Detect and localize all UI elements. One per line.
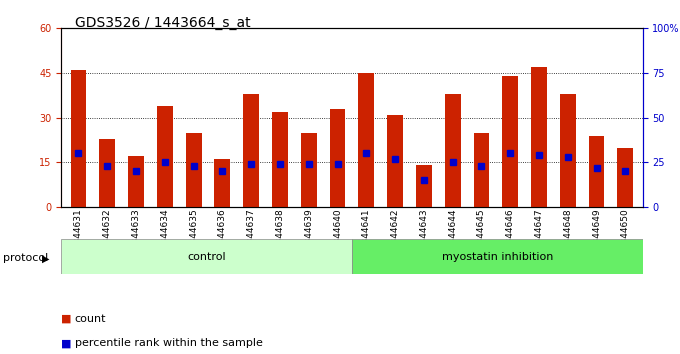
- Bar: [99, 138, 115, 207]
- Bar: [71, 70, 86, 207]
- Text: GDS3526 / 1443664_s_at: GDS3526 / 1443664_s_at: [75, 16, 250, 30]
- Bar: [617, 148, 633, 207]
- Bar: [186, 133, 201, 207]
- Text: ■: ■: [61, 314, 71, 324]
- Bar: [589, 136, 605, 207]
- Bar: [445, 94, 460, 207]
- Text: percentile rank within the sample: percentile rank within the sample: [75, 338, 262, 348]
- Text: count: count: [75, 314, 106, 324]
- Bar: [358, 73, 374, 207]
- Text: protocol: protocol: [3, 253, 49, 263]
- Text: ▶: ▶: [42, 253, 50, 263]
- Bar: [243, 94, 259, 207]
- Bar: [330, 109, 345, 207]
- Bar: [352, 239, 643, 274]
- Text: myostatin inhibition: myostatin inhibition: [441, 252, 553, 262]
- Bar: [503, 76, 518, 207]
- Bar: [416, 165, 432, 207]
- Bar: [387, 115, 403, 207]
- Bar: [272, 112, 288, 207]
- Text: control: control: [187, 252, 226, 262]
- Bar: [157, 106, 173, 207]
- Bar: [214, 159, 231, 207]
- Text: ■: ■: [61, 338, 71, 348]
- Bar: [301, 133, 317, 207]
- Bar: [473, 133, 490, 207]
- Bar: [531, 67, 547, 207]
- Bar: [128, 156, 144, 207]
- Bar: [61, 239, 352, 274]
- Bar: [560, 94, 576, 207]
